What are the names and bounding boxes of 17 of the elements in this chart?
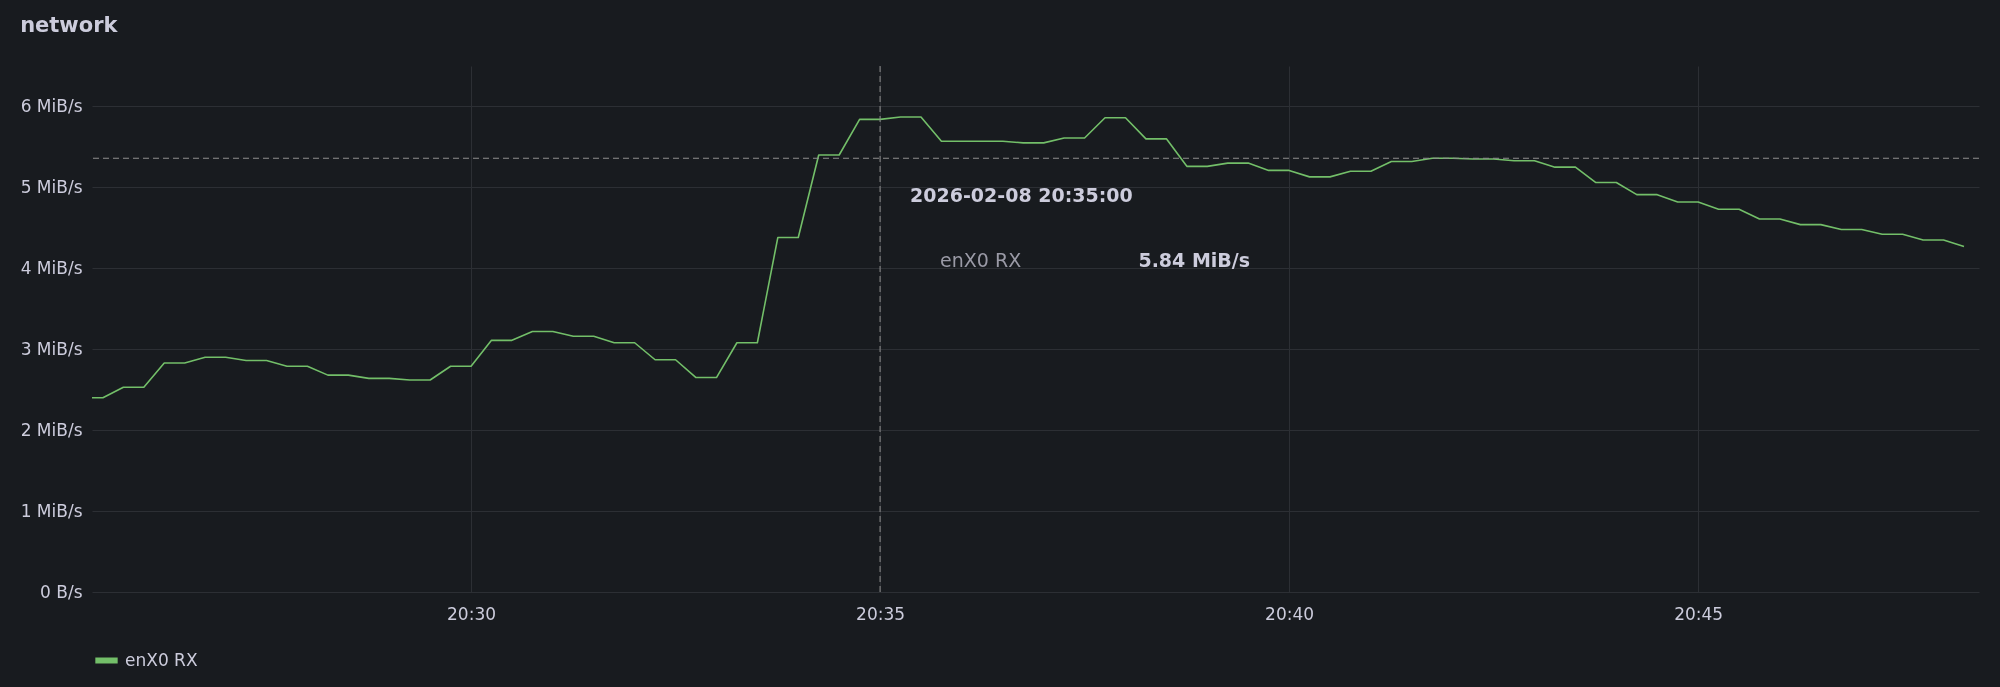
x-tick-label: 20:45 xyxy=(1674,603,1724,624)
annotation: 5.84 MiB/s xyxy=(1138,249,1251,271)
y-tick-label: 1 MiB/s xyxy=(20,500,83,521)
x-tick-label: 20:35 xyxy=(856,603,906,624)
legend-label: enX0 RX xyxy=(125,649,198,670)
y-tick-label: 2 MiB/s xyxy=(20,419,83,440)
y-tick-label: 4 MiB/s xyxy=(20,257,83,278)
x-tick-label: 20:30 xyxy=(447,603,497,624)
y-tick-label: 3 MiB/s xyxy=(20,338,83,359)
y-tick-label: 6 MiB/s xyxy=(20,95,83,116)
chart-title: network xyxy=(20,12,119,37)
y-tick-label: 5 MiB/s xyxy=(20,176,83,197)
text: enX0 RX xyxy=(940,249,1022,271)
y-tick-label: 0 B/s xyxy=(40,581,83,602)
x-tick-label: 20:40 xyxy=(1265,603,1315,624)
annotation: 2026-02-08 20:35:00 xyxy=(910,184,1133,206)
line-series xyxy=(91,116,1965,399)
